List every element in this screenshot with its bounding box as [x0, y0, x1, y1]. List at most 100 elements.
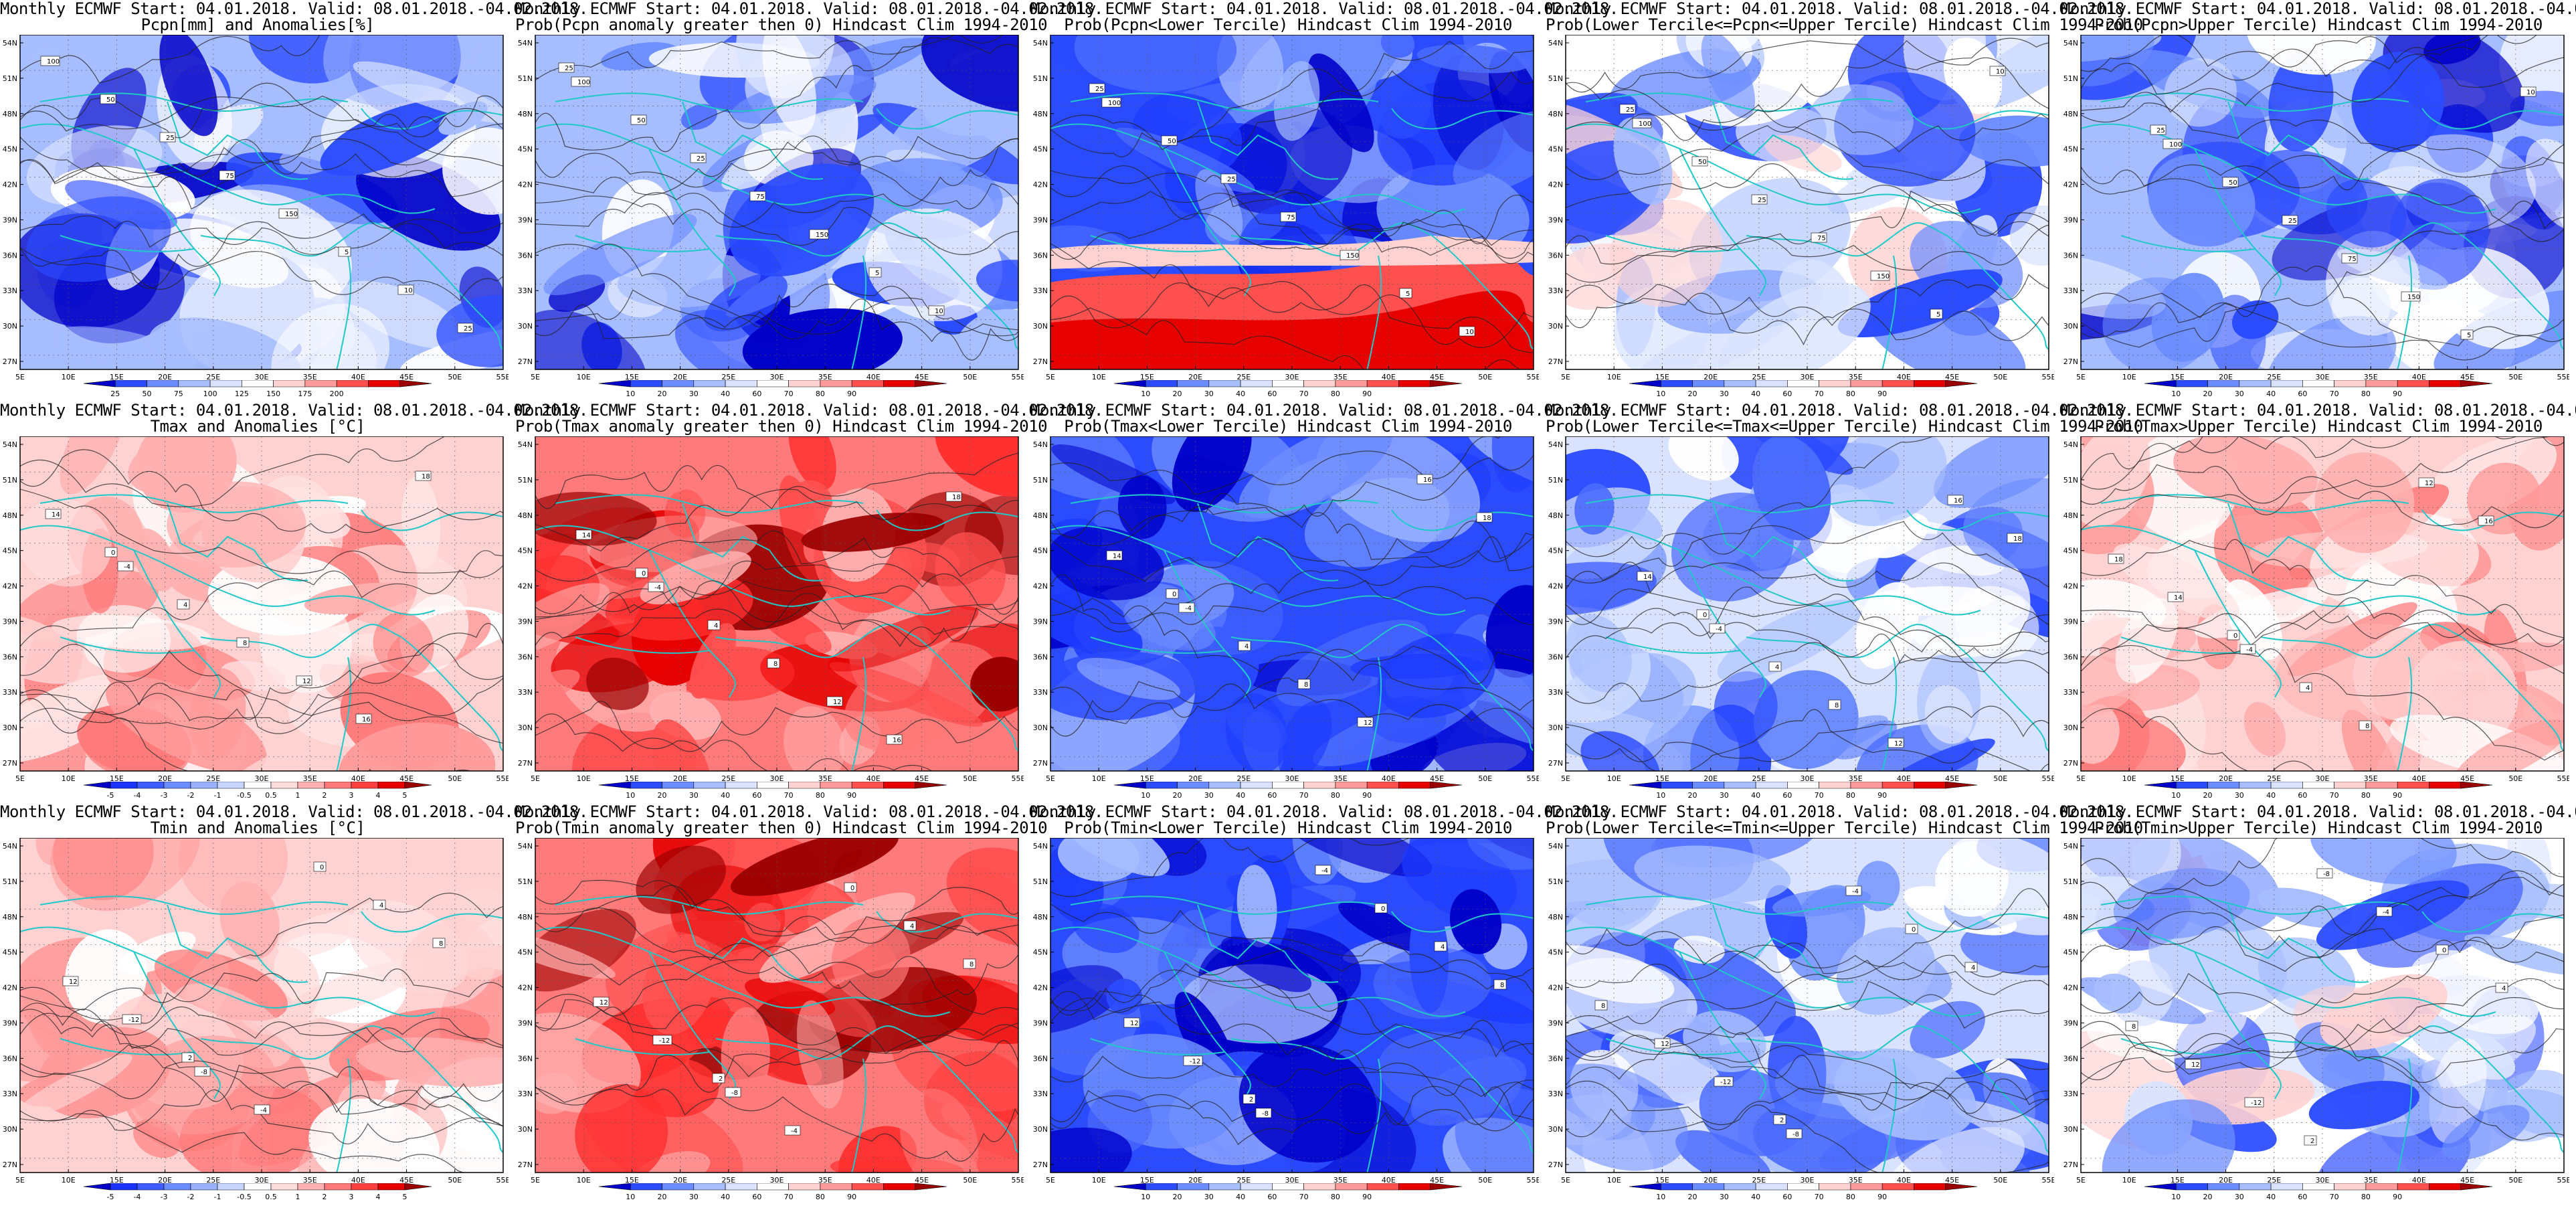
shading-area: [1566, 561, 1657, 616]
latitude-label: 27N: [2063, 357, 2078, 366]
shading-area: [219, 881, 280, 960]
longitude-label: 15E: [2171, 774, 2185, 783]
longitude-label: 30E: [770, 1176, 784, 1185]
coastline: [1746, 1025, 1948, 1060]
colorbar-swatch: [2144, 380, 2177, 387]
contour-label: 16: [2484, 518, 2493, 525]
colorbar-label: 80: [1331, 791, 1340, 800]
longitude-label: 30E: [255, 1176, 269, 1185]
colorbar-swatch: [1208, 380, 1241, 387]
colorbar-label: 90: [2393, 1193, 2402, 1201]
coastline: [294, 595, 436, 616]
contour-line: [2081, 997, 2564, 1057]
colorbar-label: -4: [134, 1193, 141, 1201]
forecast-map: 100 50 25 75 150 5 10 25 54N 51N 48N 45N 42N 39N 36N 33…: [1548, 35, 2054, 381]
colorbar-label: 90: [1362, 1193, 1372, 1201]
colorbar-swatch: [1177, 782, 1210, 789]
colorbar-swatch: [1398, 782, 1431, 789]
contour-label-box: [1123, 1017, 1140, 1028]
contour-label: 25: [166, 135, 175, 142]
contour-label: 12: [1894, 740, 1903, 748]
longitude-label: 10E: [62, 373, 76, 381]
coastline: [2227, 101, 2316, 157]
longitude-label: 25E: [206, 1176, 220, 1185]
contour-label: 75: [225, 173, 234, 180]
latitude-label: 33N: [1548, 1090, 1563, 1098]
shading-area: [2102, 1099, 2235, 1173]
longitude-label: 20E: [158, 774, 172, 783]
contour-label-box: [296, 675, 312, 686]
colorbar-label: 2: [323, 791, 327, 800]
contour-line: [20, 1009, 503, 1127]
shading-area: [900, 1088, 979, 1173]
coastline: [2194, 549, 2282, 698]
longitude-label: 35E: [2364, 373, 2378, 381]
coastline: [1391, 509, 1534, 531]
longitude-label: 25E: [721, 373, 735, 381]
contour-label-box: [1255, 1108, 1272, 1118]
shading-area: [20, 499, 112, 587]
colorbar-swatch: [297, 1183, 325, 1191]
contour-label-box: [1870, 270, 1890, 281]
colorbar-swatch: [1755, 782, 1788, 789]
contour-label: 18: [2114, 556, 2123, 564]
colorbar-swatch: [1272, 1183, 1304, 1191]
panel-title: Monthly ECMWF Start: 04.01.2018. Valid: …: [1030, 802, 1619, 821]
coastline: [1050, 926, 1325, 1009]
contour-line: [2081, 597, 2564, 667]
shading-area: [652, 719, 713, 771]
contour-line: [20, 623, 503, 724]
colorbar-label: 0.5: [265, 791, 277, 800]
panel-title: Monthly ECMWF Start: 04.01.2018. Valid: …: [2061, 0, 2576, 18]
latitude-label: 42N: [3, 181, 17, 189]
shading-area: [1236, 865, 1277, 948]
coastline: [2194, 951, 2282, 1100]
colorbar-swatch: [1692, 380, 1725, 387]
colorbar-swatch: [1303, 782, 1336, 789]
contour-label-box: [1632, 118, 1652, 128]
colorbar-label: 90: [847, 390, 856, 398]
longitude-label: 45E: [1945, 373, 1959, 381]
shading-area: [2310, 838, 2457, 885]
contour-line: [20, 565, 503, 647]
contour-label-box: [2418, 477, 2435, 488]
panel-title: Monthly ECMWF Start: 04.01.2018. Valid: …: [515, 802, 1103, 821]
contour-label-box: [1654, 1038, 1671, 1049]
colorbar-swatch: [110, 782, 138, 789]
contour-label: 25: [464, 325, 472, 333]
longitude-label: 20E: [2219, 1176, 2233, 1185]
longitude-label: 50E: [1478, 1176, 1492, 1185]
contour-line: [1566, 928, 2049, 996]
longitude-label: 20E: [673, 1176, 687, 1185]
longitude-label: 55E: [496, 373, 509, 381]
contour-label-box: [2435, 944, 2449, 955]
longitude-label: 15E: [1655, 373, 1669, 381]
longitude-label: 55E: [2042, 373, 2054, 381]
contour-line: [20, 449, 503, 533]
colorbar-swatch: [1366, 782, 1399, 789]
colorbar-swatch: [1881, 782, 1914, 789]
latitude-label: 36N: [2063, 1054, 2078, 1063]
contour-label-box: [1101, 97, 1121, 108]
shading-area: [1683, 1010, 1766, 1072]
colorbar-label: 30: [2235, 1193, 2244, 1201]
shading-area: [1991, 653, 2049, 701]
coastline: [1839, 595, 1981, 616]
shading-area: [1837, 269, 2003, 338]
panel-title: Monthly ECMWF Start: 04.01.2018. Valid: …: [2061, 802, 2576, 821]
contour-line: [535, 1040, 1018, 1103]
coastline: [254, 549, 308, 582]
colorbar-swatch: [244, 782, 272, 789]
contour-label: 25: [1227, 176, 1236, 183]
colorbar-swatch: [190, 1183, 218, 1191]
contour-line: [20, 1013, 503, 1127]
latitude-label: 54N: [1548, 39, 1563, 48]
contour-label: -12: [1720, 1079, 1731, 1086]
forecast-map: -4 4 8 12 16 18 14 0 54N 51N 48N 45N 42N 39N 36N 33N 30N…: [518, 436, 1024, 783]
colorbar-swatch: [915, 380, 947, 387]
colorbar-swatch: [377, 782, 405, 789]
forecast-map: -8 -4 0 4 8 12 -12 2 54N 51N 48N 45N 42N 39N 36N 33N 30N…: [2063, 838, 2569, 1185]
contour-label: 25: [565, 65, 573, 72]
coastline: [1090, 235, 1225, 252]
contour-label-box: [1751, 194, 1768, 205]
